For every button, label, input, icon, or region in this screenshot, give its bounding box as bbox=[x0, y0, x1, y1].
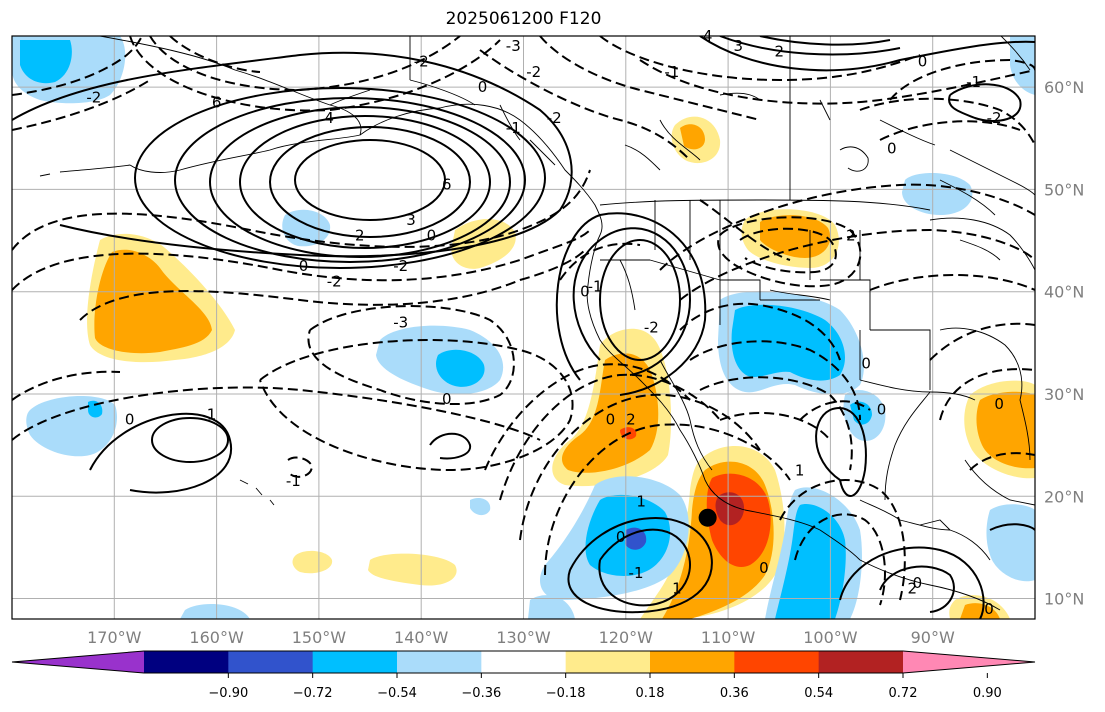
contour-label: -1 bbox=[664, 63, 679, 81]
contour-label: 0 bbox=[427, 226, 437, 244]
contour-label: 6 bbox=[212, 93, 222, 111]
contour-label: 0 bbox=[616, 528, 626, 546]
colorbar-segment bbox=[481, 651, 567, 673]
map-title: 2025061200 F120 bbox=[445, 9, 602, 29]
lon-tick-label: 130°W bbox=[496, 628, 551, 647]
colorbar-tick-label: −0.72 bbox=[293, 686, 333, 701]
lat-tick-label: 30°N bbox=[1044, 385, 1084, 404]
contour-label: -1 bbox=[286, 472, 301, 490]
colorbar-segment bbox=[144, 651, 229, 673]
contour-label: 2 bbox=[355, 226, 365, 244]
contour-label: 0 bbox=[913, 574, 923, 592]
map-frame bbox=[11, 35, 1036, 620]
contour-label: 0 bbox=[478, 78, 488, 96]
lon-tick-label: 120°W bbox=[599, 628, 654, 647]
lat-tick-label: 50°N bbox=[1044, 180, 1084, 199]
colorbar-outline bbox=[11, 650, 1036, 674]
contour-label: 0 bbox=[918, 53, 928, 71]
contour-label: 0 bbox=[580, 283, 590, 301]
colorbar-segment bbox=[312, 651, 398, 673]
contour-label: 3 bbox=[734, 37, 744, 55]
contour-label: 1 bbox=[207, 405, 217, 423]
contour-label: -2 bbox=[86, 88, 101, 106]
contour-label: -1 bbox=[588, 278, 603, 296]
contour-label: 2 bbox=[774, 42, 784, 60]
colorbar-segment bbox=[565, 651, 651, 673]
colorbar-segment bbox=[397, 651, 482, 673]
contour-label: 0 bbox=[442, 390, 452, 408]
positive-contours bbox=[12, 36, 1035, 619]
colorbar-tick-label: 0.54 bbox=[804, 686, 833, 701]
contour-label: -2 bbox=[414, 53, 429, 71]
colorbar-tick-label: 0.18 bbox=[636, 686, 665, 701]
contour-label: -1 bbox=[966, 73, 981, 91]
contour-label: 2 bbox=[907, 579, 917, 597]
contour-label: 1 bbox=[672, 579, 682, 597]
colorbar: −0.90 −0.72 −0.54 −0.36 −0.18 0.18 0.36 0.54 0.7… bbox=[11, 650, 1036, 701]
contour-label: -2 bbox=[327, 272, 342, 290]
contour-label: 6 bbox=[442, 175, 452, 193]
contour-label: -2 bbox=[644, 319, 659, 337]
contour-label: 1 bbox=[795, 462, 805, 480]
lon-tick-label: 170°W bbox=[87, 628, 142, 647]
contour-label: 0 bbox=[759, 559, 769, 577]
colorbar-tick-label: −0.90 bbox=[208, 686, 248, 701]
contour-label: -3 bbox=[393, 313, 408, 331]
contour-label: 0 bbox=[984, 600, 994, 618]
lat-tick-label: 40°N bbox=[1044, 283, 1084, 302]
contour-label: -2 bbox=[547, 109, 562, 127]
point-marker bbox=[698, 508, 717, 527]
contour-label: 1 bbox=[636, 492, 646, 510]
lon-tick-label: 110°W bbox=[701, 628, 756, 647]
lon-tick-label: 140°W bbox=[394, 628, 449, 647]
colorbar-tick-label: −0.54 bbox=[377, 686, 417, 701]
contour-label: -2 bbox=[526, 63, 541, 81]
colorbar-segment bbox=[228, 651, 314, 673]
contour-label: -1 bbox=[506, 119, 521, 137]
colorbar-tick-label: −0.36 bbox=[461, 686, 501, 701]
contour-label: 0 bbox=[877, 400, 887, 418]
contour-label: 0 bbox=[299, 257, 309, 275]
colorbar-segment bbox=[818, 651, 904, 673]
contour-label: 2 bbox=[626, 411, 636, 429]
longitude-tick-labels: 170°W 160°W 150°W 140°W 130°W 120°W 110°W 100°W… bbox=[87, 628, 955, 647]
contour-label: 3 bbox=[406, 211, 416, 229]
contour-label: -1 bbox=[629, 564, 644, 582]
colorbar-tick-label: 0.90 bbox=[973, 686, 1002, 701]
contour-label: -2 bbox=[987, 109, 1002, 127]
anomaly-fill-layer bbox=[12, 36, 1035, 619]
colorbar-segment bbox=[734, 651, 820, 673]
colorbar-extend-low bbox=[12, 651, 144, 673]
contour-label: 4 bbox=[324, 109, 334, 127]
contour-label: 0 bbox=[125, 411, 135, 429]
contour-label: 0 bbox=[861, 354, 871, 372]
contour-label: 2 bbox=[846, 226, 856, 244]
contour-label: -3 bbox=[506, 37, 521, 55]
lon-tick-label: 90°W bbox=[911, 628, 955, 647]
lon-tick-label: 160°W bbox=[189, 628, 244, 647]
colorbar-extend-high bbox=[903, 651, 1035, 673]
contour-label: 0 bbox=[606, 411, 616, 429]
contour-label: 0 bbox=[994, 395, 1004, 413]
lat-tick-label: 10°N bbox=[1044, 590, 1084, 609]
lat-tick-label: 60°N bbox=[1044, 78, 1084, 97]
lat-tick-label: 20°N bbox=[1044, 487, 1084, 506]
latitude-tick-labels: 60°N 50°N 40°N 30°N 20°N 10°N bbox=[1044, 78, 1084, 608]
colorbar-tick-label: 0.36 bbox=[720, 686, 749, 701]
colorbar-segment bbox=[650, 651, 735, 673]
contour-label: -2 bbox=[393, 257, 408, 275]
lon-tick-label: 150°W bbox=[292, 628, 347, 647]
colorbar-tick-label: 0.72 bbox=[889, 686, 918, 701]
lon-tick-label: 100°W bbox=[803, 628, 858, 647]
negative-contours bbox=[12, 36, 1035, 606]
colorbar-tick-label: −0.18 bbox=[546, 686, 586, 701]
contour-label: 0 bbox=[887, 140, 897, 158]
